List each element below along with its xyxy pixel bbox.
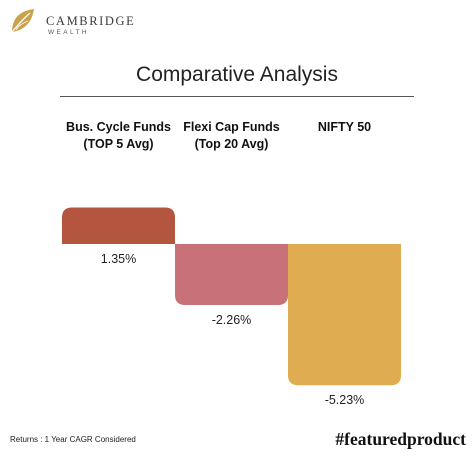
chart-title: Comparative Analysis <box>136 63 338 86</box>
category-label: NIFTY 50 <box>318 120 371 134</box>
footer-note: Returns : 1 Year CAGR Considered <box>10 435 136 444</box>
brand-name: CAMBRIDGE <box>46 14 136 28</box>
data-label: 1.35% <box>101 252 136 266</box>
data-label: -2.26% <box>212 313 252 327</box>
gold-leaf-icon <box>11 9 34 33</box>
data-label: -5.23% <box>325 393 365 407</box>
bar <box>62 207 175 244</box>
bar <box>175 244 288 306</box>
category-label: Bus. Cycle Funds (TOP 5 Avg) <box>66 120 171 151</box>
bar <box>288 244 401 386</box>
brand-tagline: WEALTH <box>48 29 90 36</box>
brand-logo: CAMBRIDGE WEALTH <box>8 6 138 40</box>
category-label: Flexi Cap Funds (Top 20 Avg) <box>183 120 280 151</box>
title-divider <box>60 96 414 97</box>
featured-hashtag: #featuredproduct <box>335 429 466 449</box>
